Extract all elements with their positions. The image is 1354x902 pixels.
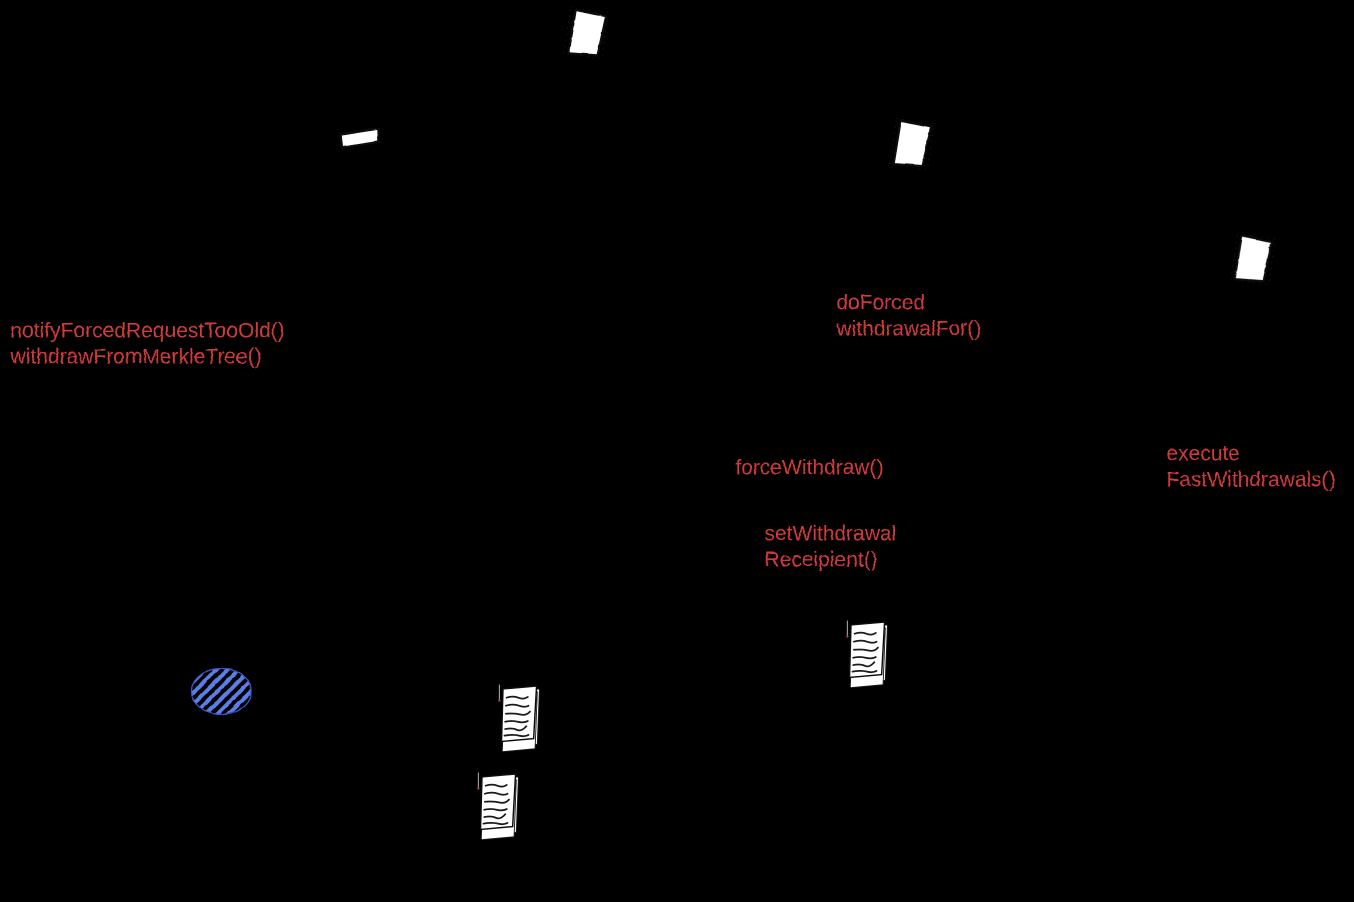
svg-text:FastWithdrawals(): FastWithdrawals()	[1166, 468, 1335, 491]
svg-text:forceWithdraw(): forceWithdraw()	[735, 456, 883, 479]
svg-text:doForced: doForced	[836, 291, 925, 314]
svg-text:notifyForcedRequestTooOld(): notifyForcedRequestTooOld()	[10, 319, 284, 342]
svg-text:execute: execute	[1166, 442, 1240, 465]
svg-text:withdrawalFor(): withdrawalFor()	[835, 317, 981, 340]
svg-text:Receipient(): Receipient()	[764, 548, 877, 571]
svg-text:withdrawFromMerkleTree(): withdrawFromMerkleTree()	[9, 345, 261, 368]
svg-text:setWithdrawal: setWithdrawal	[764, 522, 896, 545]
